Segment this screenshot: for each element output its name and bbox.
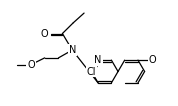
- Text: O: O: [27, 60, 35, 70]
- Text: O: O: [149, 55, 156, 65]
- Text: N: N: [94, 55, 102, 65]
- Text: N: N: [69, 45, 76, 55]
- Text: Cl: Cl: [87, 66, 96, 77]
- Text: O: O: [40, 29, 48, 38]
